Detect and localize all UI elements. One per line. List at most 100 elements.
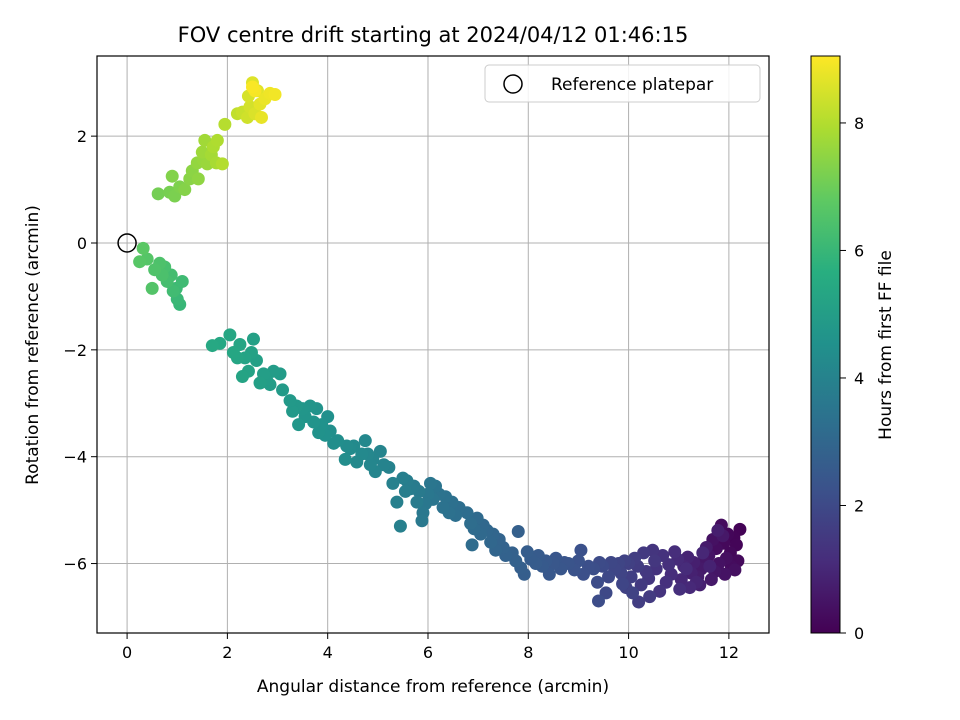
data-point <box>396 471 410 485</box>
y-axis-ticks: −6 −4 −2 0 2 <box>63 127 97 574</box>
data-point <box>286 404 300 418</box>
x-axis-ticks: 0 2 4 6 8 10 12 <box>122 633 739 662</box>
data-point <box>648 554 662 568</box>
data-point <box>312 426 326 440</box>
y-tick-label: −6 <box>63 555 87 574</box>
data-point <box>679 562 693 576</box>
chart-title: FOV centre drift starting at 2024/04/12 … <box>178 23 689 47</box>
data-point <box>718 567 732 581</box>
data-point <box>245 80 259 94</box>
data-point <box>668 545 682 559</box>
data-point <box>218 117 232 131</box>
data-point <box>464 516 478 530</box>
data-point <box>423 476 437 490</box>
colorbar-gradient <box>810 55 841 634</box>
plot-frame <box>96 55 770 634</box>
data-point <box>591 594 605 608</box>
data-point <box>358 434 372 448</box>
data-point <box>136 241 150 255</box>
y-tick-label: 2 <box>77 127 87 146</box>
data-point <box>246 332 260 346</box>
y-axis-label: Rotation from reference (arcmin) <box>23 205 43 485</box>
x-tick-label: 0 <box>122 643 132 662</box>
data-point <box>276 383 290 397</box>
data-point <box>643 590 657 604</box>
data-point <box>683 581 697 595</box>
data-point <box>386 476 400 490</box>
data-point <box>390 495 404 509</box>
data-point <box>166 284 180 298</box>
data-point <box>215 157 229 171</box>
data-point <box>674 573 688 587</box>
data-point <box>393 519 407 533</box>
grid-lines <box>97 56 769 633</box>
colorbar-tick-label: 6 <box>854 241 864 260</box>
legend-reference-marker <box>503 74 523 94</box>
data-point <box>254 110 268 124</box>
data-point <box>711 523 725 537</box>
data-point <box>653 584 667 598</box>
data-point <box>673 582 687 596</box>
legend-box <box>484 64 761 103</box>
data-point <box>338 452 352 466</box>
data-point <box>520 545 534 559</box>
data-points <box>133 76 747 609</box>
x-tick-label: 12 <box>719 643 739 662</box>
colorbar: 0 2 4 6 8 Hours from first FF file <box>810 55 896 643</box>
colorbar-tick-label: 0 <box>854 624 864 643</box>
data-point <box>191 172 205 186</box>
data-point <box>511 524 525 538</box>
x-tick-label: 6 <box>423 643 433 662</box>
data-point <box>327 436 341 450</box>
data-point <box>223 328 237 342</box>
data-point <box>574 543 588 557</box>
x-tick-label: 10 <box>618 643 638 662</box>
data-point <box>268 87 282 101</box>
data-point <box>165 169 179 183</box>
y-tick-label: −4 <box>63 448 87 467</box>
data-point <box>626 586 640 600</box>
data-point <box>145 281 159 295</box>
data-point <box>205 339 219 353</box>
data-point <box>465 538 479 552</box>
data-point <box>728 563 742 577</box>
data-point <box>178 183 192 197</box>
data-point <box>484 535 498 549</box>
reference-platepar-marker <box>117 233 137 253</box>
data-point <box>590 575 604 589</box>
x-axis-label: Angular distance from reference (arcmin) <box>257 677 609 697</box>
data-point <box>133 255 147 269</box>
data-point <box>602 570 616 584</box>
data-point <box>410 495 424 509</box>
legend: Reference platepar <box>484 64 761 103</box>
legend-label-reference-platepar: Reference platepar <box>551 75 713 95</box>
x-tick-label: 8 <box>523 643 533 662</box>
colorbar-tick-label: 8 <box>854 114 864 133</box>
x-tick-label: 4 <box>323 643 333 662</box>
data-point <box>210 133 224 147</box>
colorbar-tick-label: 4 <box>854 369 864 388</box>
data-point <box>283 394 297 408</box>
data-point <box>363 458 377 472</box>
colorbar-tick-label: 2 <box>854 496 864 515</box>
data-point <box>292 418 306 432</box>
data-point <box>704 573 718 587</box>
data-point <box>398 484 412 498</box>
data-point <box>350 455 364 469</box>
colorbar-ticks: 0 2 4 6 8 <box>840 114 864 643</box>
colorbar-label: Hours from first FF file <box>876 250 896 440</box>
x-tick-label: 2 <box>222 643 232 662</box>
data-point <box>436 500 450 514</box>
data-point <box>696 546 710 560</box>
y-tick-label: −2 <box>63 341 87 360</box>
data-point <box>634 578 648 592</box>
data-point <box>175 274 189 288</box>
data-point <box>415 514 429 528</box>
data-point <box>226 346 240 360</box>
data-point <box>151 187 165 201</box>
data-point <box>616 577 630 591</box>
data-point <box>235 370 249 384</box>
data-point <box>703 559 717 573</box>
data-point <box>148 263 162 277</box>
